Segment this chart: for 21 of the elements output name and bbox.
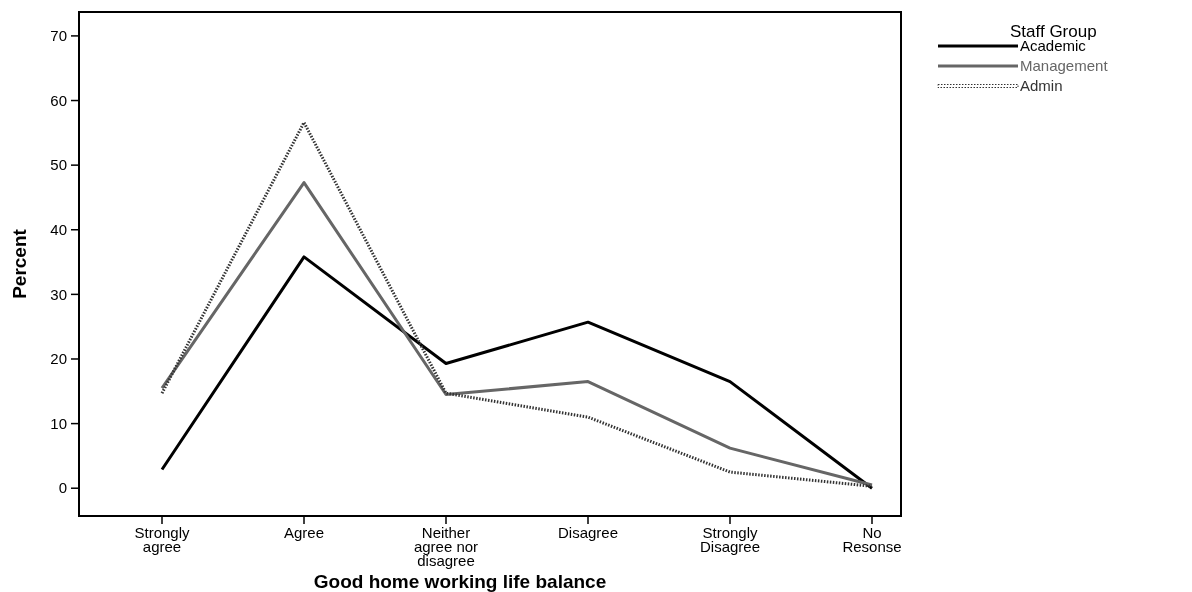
line-series bbox=[160, 255, 874, 490]
y-tick-label: 60 bbox=[50, 91, 67, 109]
y-tick-label: 30 bbox=[50, 285, 67, 303]
y-tick-label: 40 bbox=[50, 221, 67, 238]
x-tick-label: Strongly agree bbox=[134, 524, 191, 555]
y-tick-label: 50 bbox=[50, 156, 67, 174]
x-tick-label: Neither agree nor disagree bbox=[413, 524, 479, 569]
line-series bbox=[160, 181, 874, 487]
line-series bbox=[160, 120, 874, 488]
x-axis-title: Good home working life balance bbox=[313, 571, 607, 592]
y-tick-label: 0 bbox=[58, 479, 67, 497]
text: Admin bbox=[1020, 77, 1063, 95]
x-tick-label: Strongly Disagree bbox=[699, 524, 761, 555]
x-tick-label: Disagree bbox=[557, 524, 619, 541]
y-tick-label: 10 bbox=[50, 414, 67, 432]
y-axis-title: Percent bbox=[9, 228, 30, 299]
y-tick-label: 20 bbox=[50, 350, 67, 368]
x-tick-label: No Resonse bbox=[842, 524, 902, 555]
y-tick-label: 70 bbox=[50, 27, 67, 45]
text: Management bbox=[1020, 57, 1109, 75]
x-tick-label: Agree bbox=[283, 524, 325, 541]
